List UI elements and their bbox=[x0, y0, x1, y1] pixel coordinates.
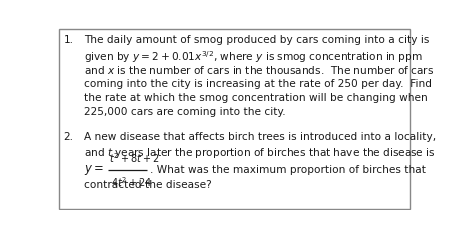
Text: contracted the disease?: contracted the disease? bbox=[84, 180, 212, 190]
Text: the rate at which the smog concentration will be changing when: the rate at which the smog concentration… bbox=[84, 93, 428, 103]
Text: The daily amount of smog produced by cars coming into a city is: The daily amount of smog produced by car… bbox=[84, 35, 429, 45]
Text: $t^2+8t+2$: $t^2+8t+2$ bbox=[109, 151, 160, 165]
Text: and $x$ is the number of cars in the thousands.  The number of cars: and $x$ is the number of cars in the tho… bbox=[84, 64, 434, 76]
Text: 2.: 2. bbox=[64, 132, 74, 142]
Text: $4t^2+24$: $4t^2+24$ bbox=[111, 175, 153, 189]
Text: given by $y = 2 + 0.01x^{3/2}$, where $y$ is smog concentration in ppm: given by $y = 2 + 0.01x^{3/2}$, where $y… bbox=[84, 50, 423, 65]
Text: . What was the maximum proportion of birches that: . What was the maximum proportion of bir… bbox=[149, 165, 425, 175]
Text: and $t$ years later the proportion of birches that have the disease is: and $t$ years later the proportion of bi… bbox=[84, 146, 436, 160]
FancyBboxPatch shape bbox=[59, 29, 410, 209]
Text: 225,000 cars are coming into the city.: 225,000 cars are coming into the city. bbox=[84, 107, 285, 118]
Text: 1.: 1. bbox=[64, 35, 74, 45]
Text: $y = $: $y = $ bbox=[84, 163, 104, 177]
Text: A new disease that affects birch trees is introduced into a locality,: A new disease that affects birch trees i… bbox=[84, 132, 436, 142]
Text: coming into the city is increasing at the rate of 250 per day.  Find: coming into the city is increasing at th… bbox=[84, 79, 432, 88]
